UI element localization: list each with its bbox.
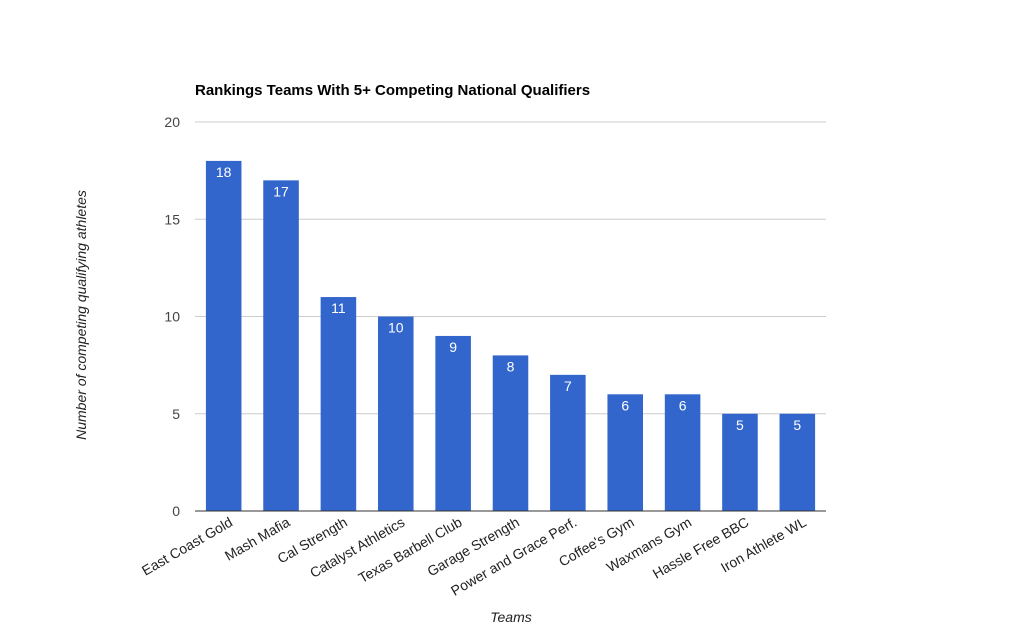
y-axis-ticks: 0 5 10 15 20	[164, 114, 180, 519]
bar	[607, 394, 644, 511]
bar-data-label: 17	[273, 183, 289, 199]
bar-data-labels: 18 17 11 10 9 8 7 6 6 5 5	[216, 164, 802, 433]
bar-data-label: 5	[736, 417, 744, 433]
bar-data-label: 8	[507, 358, 515, 374]
bar-data-label: 10	[388, 320, 404, 336]
y-tick-label: 0	[172, 503, 180, 519]
y-axis-title: Number of competing qualifying athletes	[73, 190, 89, 440]
bar-data-label: 11	[331, 300, 346, 316]
bar-data-label: 9	[449, 339, 457, 355]
bar-data-label: 18	[216, 164, 232, 180]
bar	[722, 413, 758, 511]
bar-data-label: 6	[679, 397, 687, 413]
y-tick-label: 5	[172, 406, 180, 422]
x-category-label: Texas Barbell Club	[356, 514, 465, 586]
bar	[320, 297, 357, 511]
x-axis-title: Teams	[490, 609, 532, 625]
bar	[664, 394, 701, 511]
bar	[377, 316, 414, 511]
y-tick-label: 10	[164, 309, 180, 325]
bar	[435, 335, 471, 511]
bar	[779, 413, 816, 511]
x-category-label: Hassle Free BBC	[650, 514, 752, 582]
bar-data-label: 7	[564, 378, 572, 394]
bars	[205, 160, 816, 511]
bar	[205, 160, 242, 511]
chart-title: Rankings Teams With 5+ Competing Nationa…	[195, 82, 590, 99]
x-category-label: East Coast Gold	[139, 514, 235, 579]
bar-data-label: 6	[621, 397, 629, 413]
y-tick-label: 15	[164, 211, 180, 227]
bar-data-label: 5	[793, 417, 801, 433]
bar	[492, 355, 529, 511]
bar	[263, 180, 299, 511]
y-tick-label: 20	[164, 114, 180, 130]
bar	[550, 374, 586, 511]
